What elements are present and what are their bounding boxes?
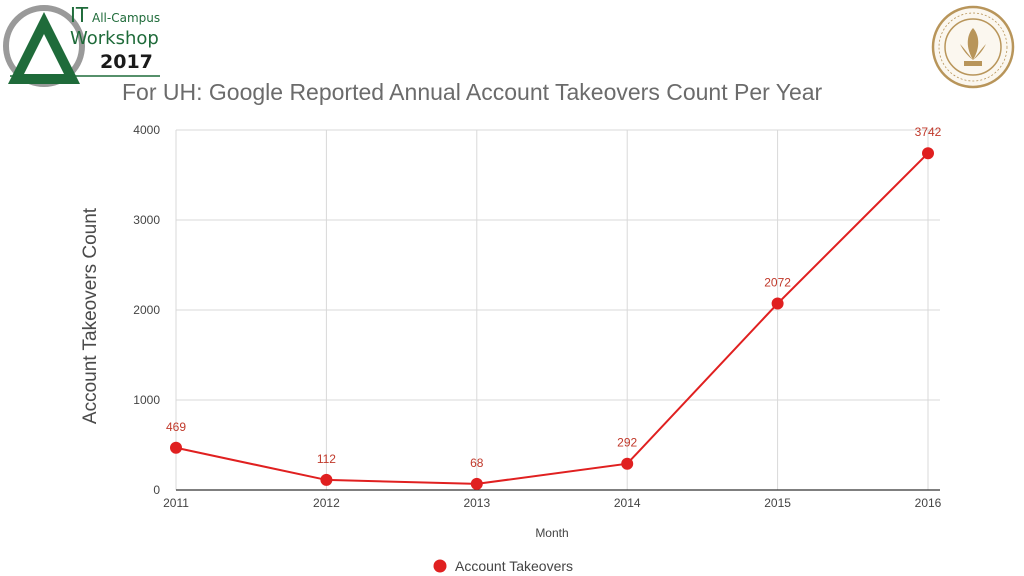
data-point <box>771 297 784 310</box>
data-label: 3742 <box>915 125 942 139</box>
x-tick-label: 2012 <box>313 496 340 510</box>
data-label: 469 <box>166 420 186 434</box>
data-label: 2072 <box>764 276 791 290</box>
x-tick-label: 2015 <box>764 496 791 510</box>
legend: Account Takeovers <box>433 558 573 574</box>
axes: 0 1000 2000 3000 4000 2011 2012 2013 2014 2015 201… <box>133 123 941 510</box>
data-label: 292 <box>617 436 637 450</box>
y-tick-label: 2000 <box>133 303 160 317</box>
y-tick-label: 1000 <box>133 393 160 407</box>
data-point <box>320 473 333 486</box>
series-layer: 469 112 68 292 2072 3742 <box>166 125 942 490</box>
x-axis-label: Month <box>535 526 568 540</box>
x-tick-label: 2014 <box>614 496 641 510</box>
y-tick-label: 3000 <box>133 213 160 227</box>
logo-line1-text: All-Campus <box>92 11 160 25</box>
data-label: 112 <box>317 452 336 466</box>
logo-it-text: IT <box>70 3 89 27</box>
y-tick-label: 0 <box>153 483 160 497</box>
logo-triangle-inner-icon <box>24 34 64 74</box>
logo-line2-text: Workshop <box>70 28 159 49</box>
it-workshop-logo: IT All-Campus Workshop 2017 <box>3 3 160 87</box>
x-tick-label: 2011 <box>163 496 189 510</box>
grid <box>175 129 940 490</box>
data-point <box>170 441 182 454</box>
data-point <box>922 147 934 160</box>
legend-marker-icon <box>433 559 447 573</box>
data-point <box>470 477 483 490</box>
y-axis-label: Account Takeovers Count <box>80 207 101 424</box>
y-tick-label: 4000 <box>133 123 160 137</box>
university-seal-icon <box>931 5 1015 89</box>
chart-title: For UH: Google Reported Annual Account T… <box>122 79 823 105</box>
x-tick-label: 2013 <box>463 496 490 510</box>
series-line <box>175 152 929 485</box>
x-tick-label: 2016 <box>915 496 942 510</box>
data-label: 68 <box>470 456 484 470</box>
data-point <box>621 457 634 470</box>
logo-year-text: 2017 <box>100 51 153 73</box>
legend-label: Account Takeovers <box>455 558 573 574</box>
